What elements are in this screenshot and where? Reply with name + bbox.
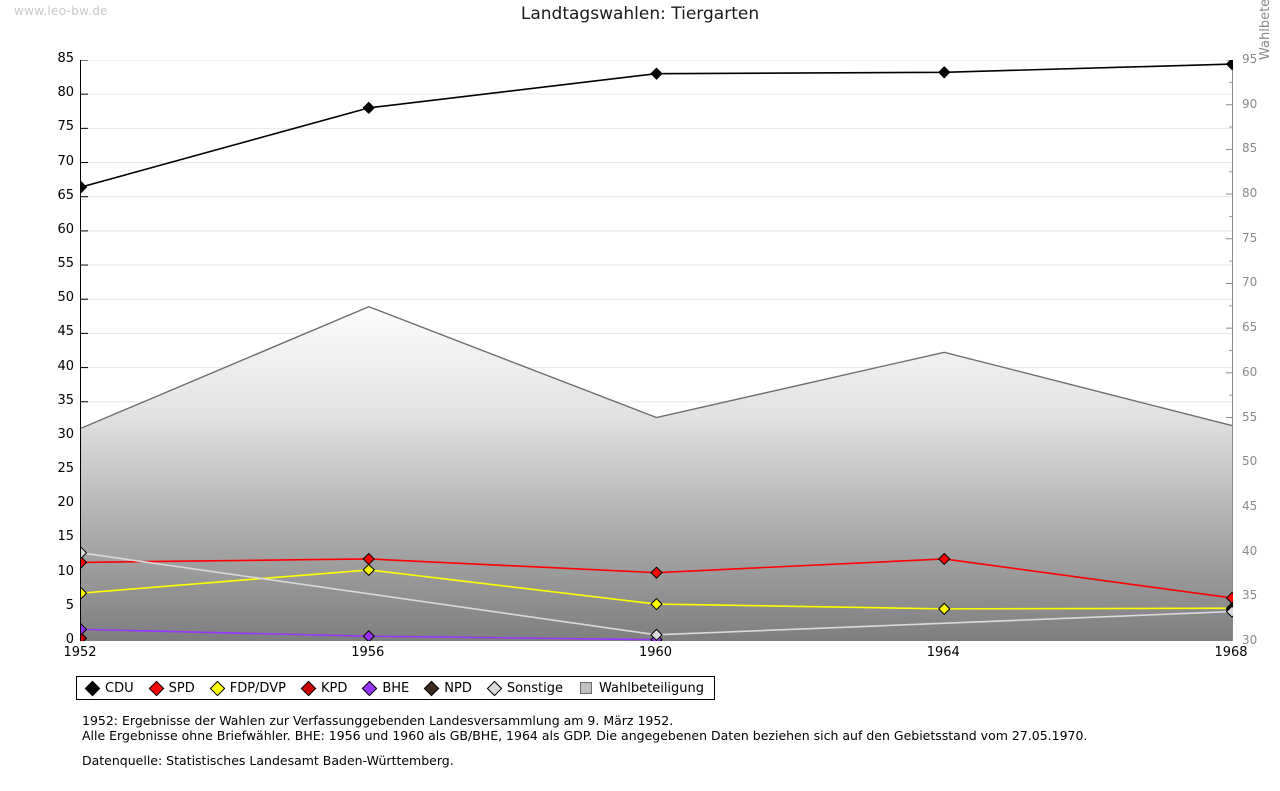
legend-item-sonstige[interactable]: Sonstige	[486, 680, 564, 696]
y-tick-left-40: 40	[57, 358, 74, 374]
area-series	[81, 305, 1233, 641]
y-tick-left-60: 60	[57, 221, 74, 237]
legend-diamond-icon	[148, 680, 164, 696]
y-tick-left-10: 10	[57, 563, 74, 579]
legend-item-wahlbeteiligung[interactable]: Wahlbeteiligung	[580, 681, 704, 696]
y-tick-left-80: 80	[57, 85, 74, 101]
legend-diamond-icon	[423, 680, 440, 696]
y-tick-right-85: 85	[1242, 141, 1258, 156]
footnote-line-2: Alle Ergebnisse ohne Briefwähler. BHE: 1…	[82, 728, 1088, 743]
legend-square-icon	[580, 682, 593, 694]
watermark: www.leo-bw.de	[14, 4, 108, 18]
y-tick-left-75: 75	[57, 119, 74, 135]
y-tick-right-65: 65	[1242, 320, 1258, 335]
chart-canvas	[81, 60, 1233, 641]
y-tick-left-5: 5	[65, 597, 74, 613]
x-tick-1956: 1956	[351, 645, 385, 660]
y-tick-left-55: 55	[57, 256, 74, 272]
y-tick-left-65: 65	[57, 187, 74, 203]
legend-diamond-icon	[300, 680, 317, 696]
legend-label: KPD	[320, 680, 348, 696]
legend-diamond-icon	[362, 680, 378, 696]
y-tick-right-50: 50	[1242, 454, 1258, 469]
legend-item-spd[interactable]: SPD	[148, 680, 195, 696]
y-tick-left-0: 0	[65, 632, 74, 647]
y-tick-left-15: 15	[57, 529, 74, 545]
legend-diamond-icon	[486, 680, 503, 696]
y-tick-left-30: 30	[57, 426, 74, 442]
y-tick-left-25: 25	[57, 461, 74, 477]
x-tick-1952: 1952	[63, 645, 97, 660]
x-tick-1964: 1964	[926, 645, 960, 660]
legend-label: SPD	[168, 680, 195, 696]
y-tick-left-85: 85	[57, 51, 74, 66]
chart-legend: CDU SPD FDP/DVP KPD BHE NPD Sonstige Wahlbeteil…	[76, 676, 716, 700]
y-tick-left-35: 35	[57, 392, 74, 408]
y-tick-left-20: 20	[57, 495, 74, 511]
legend-item-kpd[interactable]: KPD	[300, 680, 348, 696]
y-tick-right-75: 75	[1242, 230, 1258, 245]
footnote-line-1: 1952: Ergebnisse der Wahlen zur Verfassu…	[82, 713, 674, 728]
legend-label: CDU	[105, 680, 134, 696]
y-tick-right-40: 40	[1242, 543, 1258, 558]
page-title: Landtagswahlen: Tiergarten	[520, 4, 760, 24]
legend-label: FDP/DVP	[229, 680, 286, 696]
y-tick-right-60: 60	[1242, 364, 1258, 379]
legend-label: Wahlbeteiligung	[599, 680, 705, 696]
legend-item-bhe[interactable]: BHE	[362, 680, 410, 696]
y-tick-left-45: 45	[57, 324, 74, 340]
y-tick-left-70: 70	[57, 153, 74, 169]
legend-label: Sonstige	[506, 680, 564, 696]
footnote-source: Datenquelle: Statistisches Landesamt Bad…	[82, 753, 454, 768]
legend-diamond-icon	[84, 680, 101, 696]
legend-diamond-icon	[209, 680, 225, 696]
x-tick-1968: 1968	[1214, 645, 1248, 660]
legend-item-fdp-dvp[interactable]: FDP/DVP	[209, 680, 286, 696]
x-tick-1960: 1960	[638, 645, 673, 660]
legend-label: BHE	[382, 680, 410, 696]
legend-item-cdu[interactable]: CDU	[84, 680, 134, 696]
legend-item-npd[interactable]: NPD	[423, 680, 472, 696]
y-tick-right-35: 35	[1242, 588, 1258, 603]
y-tick-right-70: 70	[1242, 275, 1258, 290]
y-tick-right-90: 90	[1242, 96, 1258, 111]
y-tick-right-95: 95	[1242, 52, 1258, 66]
data-point-markers	[81, 60, 1233, 641]
y-tick-right-80: 80	[1242, 186, 1258, 201]
y-tick-right-45: 45	[1242, 498, 1258, 513]
plot-area	[80, 60, 1233, 641]
y-tick-left-50: 50	[57, 290, 74, 306]
y-tick-right-30: 30	[1242, 633, 1258, 647]
legend-label: NPD	[444, 680, 472, 696]
y-axis-right-title: Wahlbeteiligung in %	[1258, 0, 1273, 60]
y-tick-right-55: 55	[1242, 409, 1258, 424]
